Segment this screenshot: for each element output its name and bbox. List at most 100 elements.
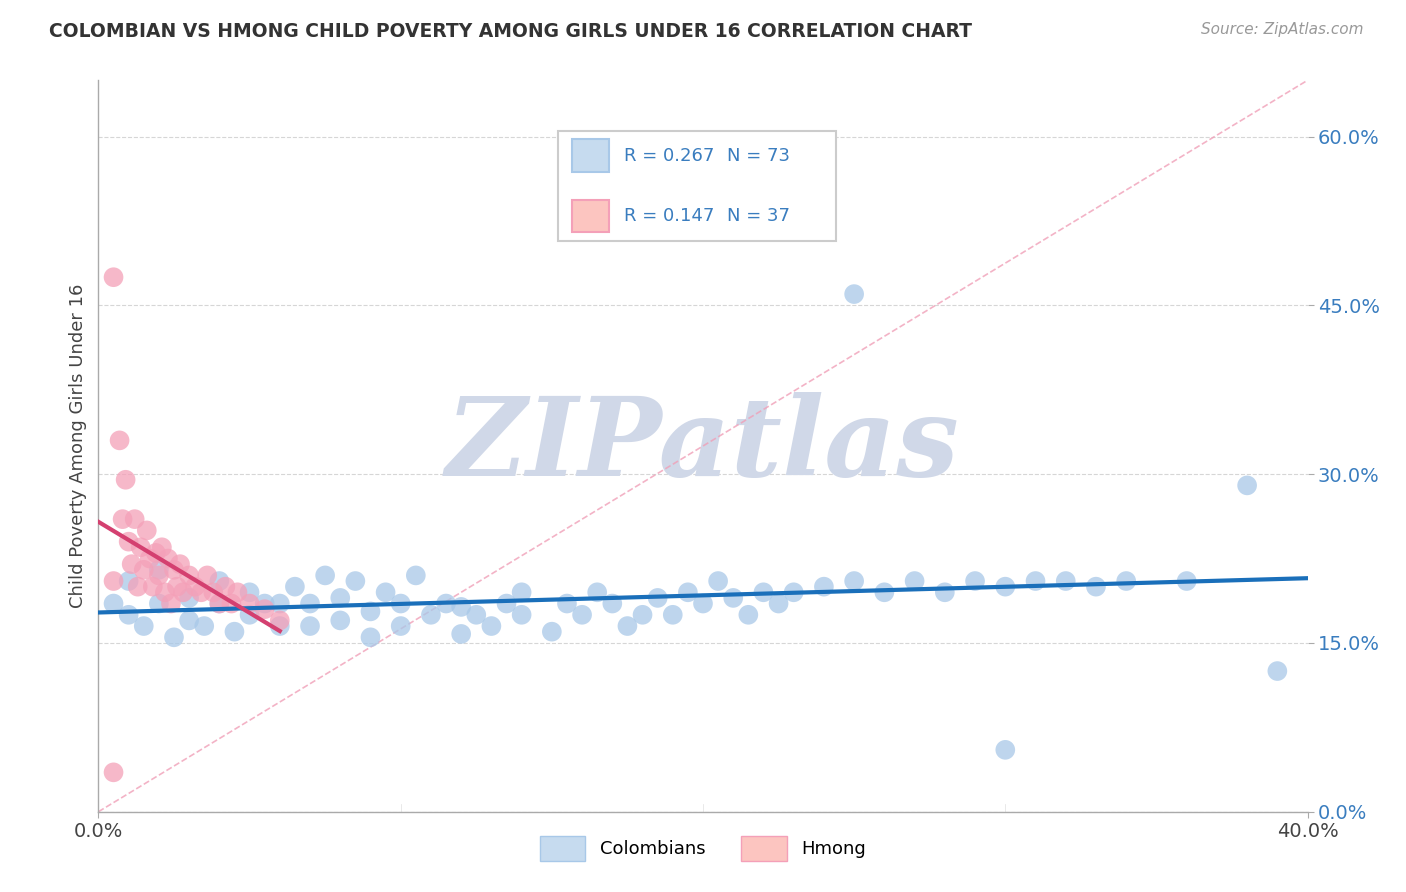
Point — [169, 557, 191, 571]
Point — [873, 585, 896, 599]
Point — [1054, 574, 1077, 588]
Point — [389, 597, 412, 611]
Text: COLOMBIAN VS HMONG CHILD POVERTY AMONG GIRLS UNDER 16 CORRELATION CHART: COLOMBIAN VS HMONG CHILD POVERTY AMONG G… — [49, 22, 972, 41]
Bar — [572, 139, 609, 171]
Point — [299, 619, 322, 633]
Point — [389, 619, 412, 633]
Point — [253, 597, 276, 611]
Point — [299, 597, 322, 611]
Point — [844, 574, 866, 588]
Point — [1175, 574, 1198, 588]
Point — [118, 607, 141, 622]
Legend: Colombians, Hmong: Colombians, Hmong — [533, 829, 873, 869]
Point — [420, 607, 443, 622]
Point — [172, 585, 194, 599]
Point — [405, 568, 427, 582]
Point — [1236, 478, 1258, 492]
Point — [214, 580, 236, 594]
Point — [163, 630, 186, 644]
Point — [481, 619, 503, 633]
Y-axis label: Child Poverty Among Girls Under 16: Child Poverty Among Girls Under 16 — [69, 284, 87, 608]
Point — [269, 597, 291, 611]
Point — [160, 597, 183, 611]
Point — [166, 580, 188, 594]
Point — [156, 551, 179, 566]
Point — [631, 607, 654, 622]
Point — [450, 627, 472, 641]
Point — [768, 597, 790, 611]
Point — [195, 568, 218, 582]
Point — [163, 563, 186, 577]
Text: ZIPatlas: ZIPatlas — [446, 392, 960, 500]
Point — [510, 607, 533, 622]
Point — [269, 614, 291, 628]
Text: Source: ZipAtlas.com: Source: ZipAtlas.com — [1201, 22, 1364, 37]
Point — [284, 580, 307, 594]
Point — [540, 624, 562, 639]
Point — [374, 585, 396, 599]
Point — [904, 574, 927, 588]
Point — [723, 591, 745, 605]
Point — [129, 541, 152, 555]
Text: N = 37: N = 37 — [727, 207, 790, 225]
Point — [586, 585, 609, 599]
Point — [208, 597, 231, 611]
Point — [555, 597, 578, 611]
Point — [221, 597, 243, 611]
Text: R = 0.147: R = 0.147 — [624, 207, 714, 225]
Point — [179, 591, 201, 605]
Point — [465, 607, 488, 622]
Bar — [572, 200, 609, 233]
Point — [616, 619, 638, 633]
Point — [450, 599, 472, 614]
Point — [495, 597, 517, 611]
Point — [224, 624, 246, 639]
Point — [692, 597, 714, 611]
Point — [314, 568, 336, 582]
Point — [103, 597, 125, 611]
Point — [994, 580, 1017, 594]
Point — [676, 585, 699, 599]
Point — [434, 597, 457, 611]
Text: R = 0.267: R = 0.267 — [624, 146, 714, 165]
Point — [329, 614, 352, 628]
Point — [121, 557, 143, 571]
Point — [661, 607, 683, 622]
Point — [813, 580, 835, 594]
Point — [707, 574, 730, 588]
Point — [124, 512, 146, 526]
Point — [145, 546, 167, 560]
Point — [184, 580, 207, 594]
Point — [571, 607, 593, 622]
Point — [752, 585, 775, 599]
Point — [1267, 664, 1289, 678]
Point — [510, 585, 533, 599]
Point — [139, 551, 162, 566]
Point — [142, 580, 165, 594]
Point — [103, 765, 125, 780]
Point — [127, 580, 149, 594]
Point — [132, 619, 155, 633]
Point — [148, 597, 170, 611]
Point — [602, 597, 624, 611]
Point — [179, 614, 201, 628]
Point — [1024, 574, 1046, 588]
Point — [150, 541, 173, 555]
Point — [269, 619, 291, 633]
Point — [994, 743, 1017, 757]
Point — [179, 568, 201, 582]
Point — [153, 585, 176, 599]
Text: N = 73: N = 73 — [727, 146, 790, 165]
Point — [844, 287, 866, 301]
Point — [737, 607, 759, 622]
Point — [111, 512, 134, 526]
Point — [226, 585, 249, 599]
Point — [253, 602, 276, 616]
Point — [114, 473, 136, 487]
Point — [783, 585, 806, 599]
Point — [208, 597, 231, 611]
Bar — [558, 131, 837, 241]
Point — [148, 568, 170, 582]
Point — [360, 604, 382, 618]
Point — [118, 574, 141, 588]
